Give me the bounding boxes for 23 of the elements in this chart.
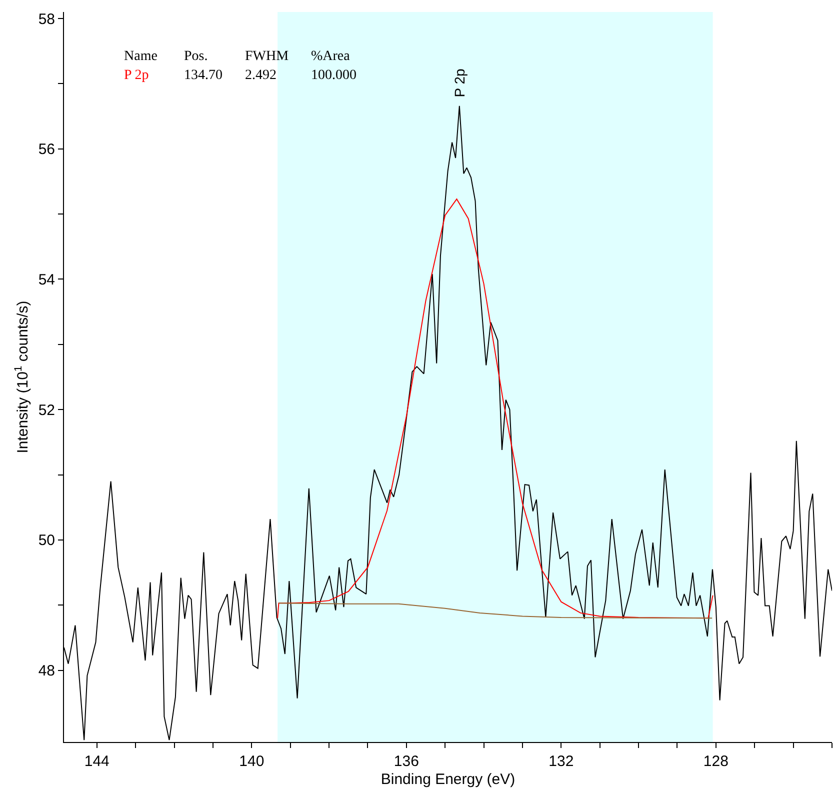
annotation: 2.492 (245, 68, 276, 83)
x-tick-label: 136 (394, 753, 419, 770)
line-series (277, 198, 714, 619)
x-tick-label: 132 (548, 753, 574, 770)
y-tick-label: 50 (38, 532, 55, 550)
annotation: FWHM (245, 49, 290, 64)
y-tick-label: 54 (38, 271, 55, 288)
y-tick-label: 56 (38, 141, 55, 158)
x-tick-label: 140 (239, 753, 264, 770)
line-series (278, 602, 713, 619)
y-tick-label: 52 (38, 402, 55, 419)
annotation: %Area (311, 49, 351, 64)
x-tick-label: 128 (703, 753, 728, 770)
annotation: P 2p (452, 68, 468, 98)
y-tick-label: 58 (38, 10, 55, 28)
annotation: 100.000 (311, 68, 356, 83)
x-tick-label: 144 (84, 753, 110, 770)
annotation: 134.70 (184, 68, 222, 83)
annotation: Pos. (184, 49, 208, 64)
x-axis-title: Binding Energy (eV) (380, 771, 516, 788)
y-tick-label: 48 (38, 662, 55, 680)
text: P 2p (124, 68, 149, 83)
annotation: Name (124, 49, 158, 64)
